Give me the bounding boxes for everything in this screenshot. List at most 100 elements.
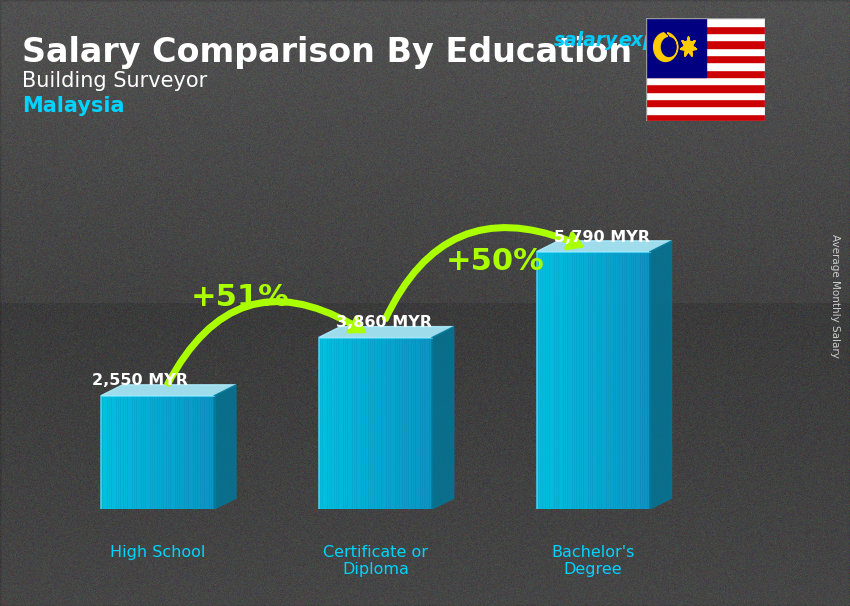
Bar [126,396,128,509]
Bar [339,338,342,509]
Bar [180,396,183,509]
Bar [584,251,586,509]
Bar [156,396,158,509]
Bar [135,396,138,509]
Bar [139,396,142,509]
Bar [115,396,117,509]
Bar [212,396,214,509]
Polygon shape [319,327,454,338]
Bar [389,338,392,509]
Text: Salary Comparison By Education: Salary Comparison By Education [22,36,632,69]
Bar [400,338,403,509]
Bar [128,396,131,509]
Bar [357,338,360,509]
Bar [646,18,765,25]
Bar [203,396,206,509]
Bar [629,251,632,509]
Bar [643,251,646,509]
Bar [403,338,405,509]
Text: explorer: explorer [618,31,706,50]
Bar [604,251,607,509]
Bar [328,338,331,509]
Bar [636,251,639,509]
Bar [116,396,120,509]
Bar [559,251,562,509]
Bar [548,251,551,509]
Bar [546,251,548,509]
Text: salary: salary [554,31,618,50]
Bar [539,251,541,509]
Bar [130,396,133,509]
Bar [555,251,558,509]
Text: Building Surveyor: Building Surveyor [22,71,207,91]
Bar [190,396,192,509]
Text: High School: High School [110,545,205,559]
Bar [198,396,201,509]
Bar [646,77,765,84]
Bar [348,338,351,509]
Text: 3,860 MYR: 3,860 MYR [336,315,432,330]
Polygon shape [649,241,672,509]
Bar [646,92,765,99]
Bar [123,396,127,509]
Bar [207,396,210,509]
Bar [150,396,153,509]
Polygon shape [680,37,697,56]
Bar [110,396,113,509]
Bar [146,396,149,509]
Bar [564,251,566,509]
Bar [646,107,765,114]
Bar [173,396,176,509]
Bar [160,396,162,509]
Bar [391,338,394,509]
Bar [162,396,165,509]
Bar [319,338,321,509]
Bar [103,396,106,509]
Bar [418,338,421,509]
Bar [396,338,399,509]
Bar [373,338,376,509]
Bar [105,396,108,509]
Bar [646,33,765,40]
Text: .com: .com [696,31,746,50]
Bar [346,338,348,509]
Bar [586,251,589,509]
Bar [566,251,569,509]
Bar [355,338,358,509]
Bar [627,251,630,509]
Bar [577,251,580,509]
Bar [362,338,365,509]
Bar [543,251,546,509]
Bar [405,338,407,509]
Bar [611,251,614,509]
Bar [421,338,423,509]
Bar [581,251,585,509]
Bar [144,396,146,509]
Bar [153,396,156,509]
Bar [169,396,172,509]
Bar [184,396,187,509]
Bar [183,396,185,509]
Bar [380,338,382,509]
Bar [600,251,603,509]
Bar [330,338,332,509]
Polygon shape [654,33,677,61]
Bar [638,251,641,509]
Bar [410,338,412,509]
Bar [321,338,324,509]
Bar [614,251,616,509]
Text: 2,550 MYR: 2,550 MYR [92,373,188,388]
Text: 5,790 MYR: 5,790 MYR [554,230,650,245]
Bar [398,338,400,509]
Bar [377,338,380,509]
Bar [326,338,328,509]
Bar [646,48,765,55]
Bar [119,396,122,509]
Text: Average Monthly Salary: Average Monthly Salary [830,234,840,358]
Bar [641,251,643,509]
Bar [646,55,765,62]
Bar [588,251,592,509]
Bar [342,338,344,509]
Bar [615,251,619,509]
Bar [201,396,203,509]
